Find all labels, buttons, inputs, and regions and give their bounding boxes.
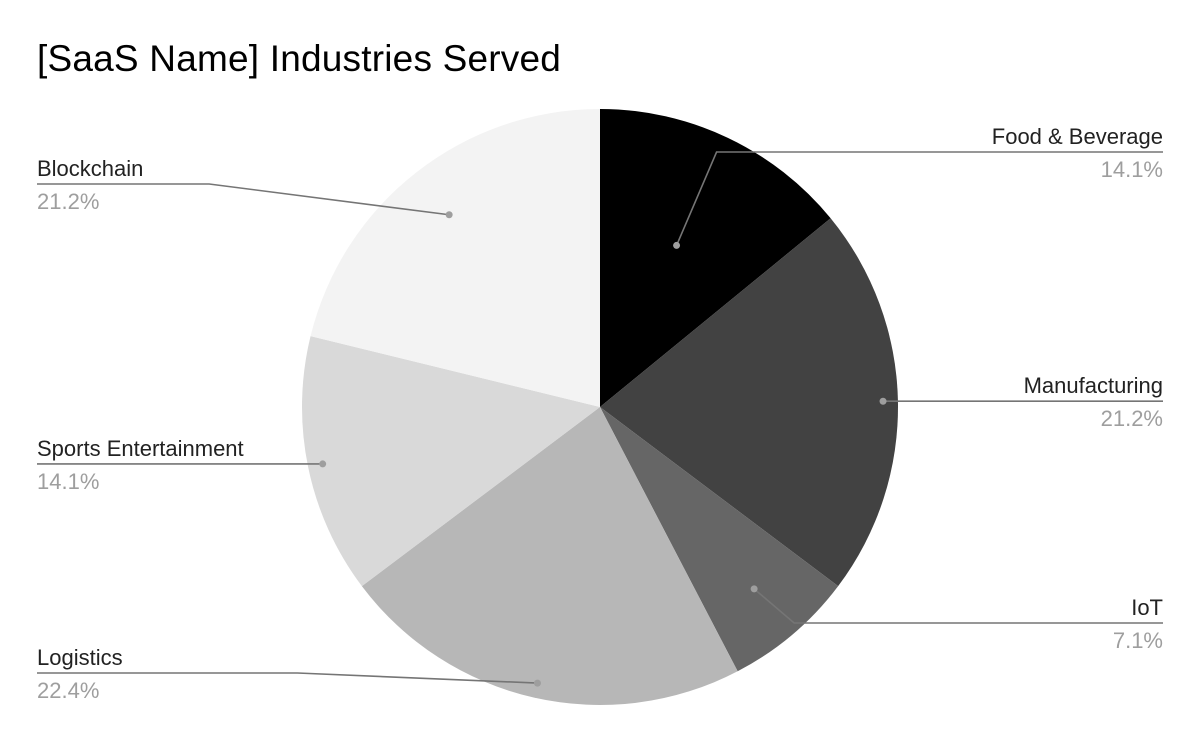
leader-dot-blockchain: [445, 211, 453, 219]
data-label-name-blockchain: Blockchain: [37, 156, 143, 181]
leader-line-iot: [753, 588, 1163, 624]
leader-line-food-and-beverage: [675, 151, 1163, 246]
data-label-pct-logistics: 22.4%: [37, 678, 99, 703]
pie-slice-logistics: [361, 407, 738, 705]
pie-slice-iot: [600, 407, 839, 672]
data-label-pct-blockchain: 21.2%: [37, 189, 99, 214]
leader-line-logistics: [37, 672, 538, 684]
leader-dot-food-and-beverage: [673, 241, 681, 249]
leader-dot-logistics: [533, 679, 541, 687]
data-label-name-iot: IoT: [1131, 595, 1163, 620]
data-labels: Food & Beverage 14.1% Manufacturing 21.2% Io…: [37, 124, 1163, 703]
data-label-name-logistics: Logistics: [37, 645, 123, 670]
leader-lines: [37, 151, 1163, 687]
data-label-pct-iot: 7.1%: [1113, 628, 1163, 653]
data-label-pct-food-and-beverage: 14.1%: [1101, 157, 1163, 182]
leader-line-blockchain: [37, 183, 450, 216]
data-label-pct-manufacturing: 21.2%: [1101, 406, 1163, 431]
data-label-pct-sports-entertainment: 14.1%: [37, 469, 99, 494]
leader-dot-iot: [750, 585, 758, 593]
chart-title: [SaaS Name] Industries Served: [37, 38, 562, 79]
pie-slice-sports-entertainment: [301, 336, 600, 587]
data-label-name-food-and-beverage: Food & Beverage: [992, 124, 1163, 149]
pie-slice-blockchain: [310, 108, 600, 407]
data-label-name-manufacturing: Manufacturing: [1024, 373, 1163, 398]
pie-slice-food-and-beverage: [600, 109, 831, 407]
leader-dot-sports-entertainment: [319, 460, 327, 468]
leader-dot-manufacturing: [879, 397, 887, 405]
data-label-name-sports-entertainment: Sports Entertainment: [37, 436, 244, 461]
pie-slices: [301, 108, 899, 705]
pie-slice-manufacturing: [600, 218, 899, 587]
